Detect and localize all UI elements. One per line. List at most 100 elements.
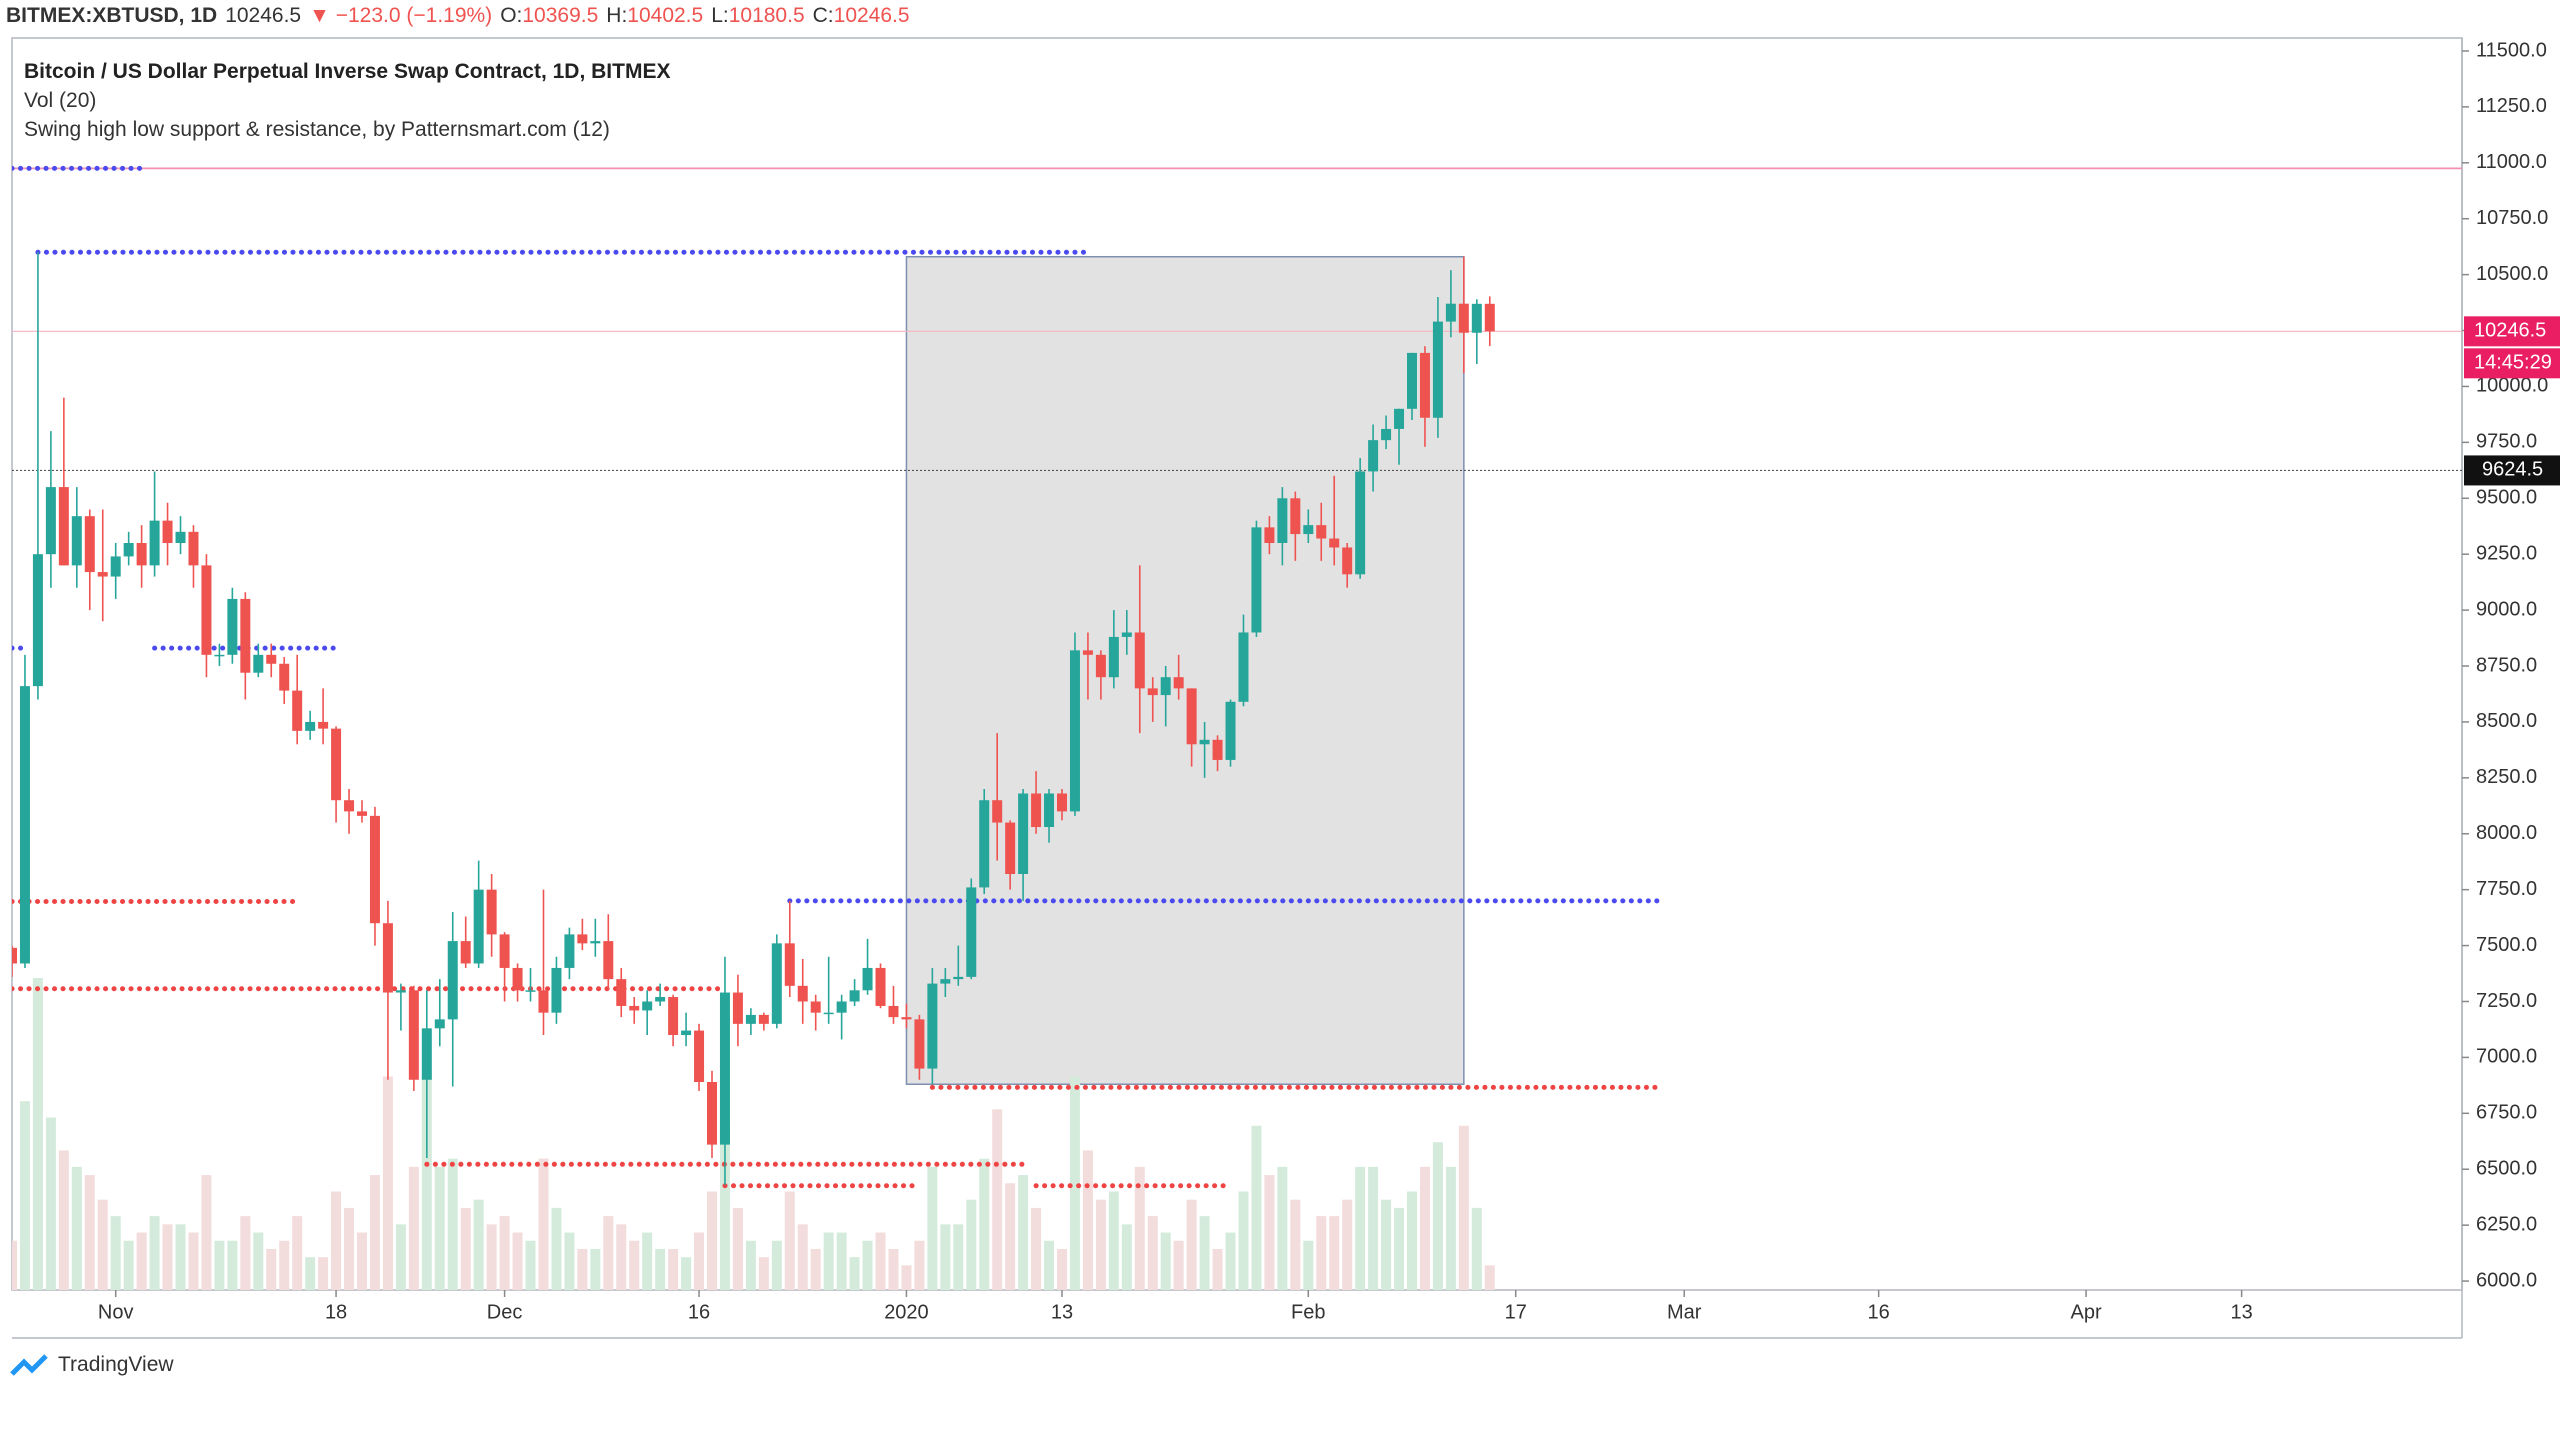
volume-bar [1082,1150,1093,1290]
volume-bar [1238,1191,1249,1290]
candle-body [1355,471,1366,575]
volume-bar [862,1240,873,1290]
candle-body [292,690,303,731]
candle-body [486,889,497,935]
volume-bar [888,1248,899,1290]
volume-bar [564,1232,575,1290]
candle-body [12,947,17,964]
volume-bar [940,1224,951,1290]
candle-body [1407,352,1417,409]
volume-bar [395,1224,406,1290]
volume-bar [188,1232,199,1290]
candle-body [1225,701,1236,760]
candle-body [240,598,251,673]
volume-bar [732,1207,743,1290]
volume-bar [110,1216,121,1290]
candle-body [992,800,1003,823]
candle-body [421,1028,432,1080]
volume-bar [875,1232,886,1290]
volume-bar [1432,1142,1443,1290]
candle-body [1290,498,1301,535]
candle-body [175,531,186,544]
volume-bar [123,1240,134,1290]
volume-bar [162,1224,173,1290]
volume-bar [32,978,43,1290]
candle-body [1005,822,1016,875]
candle-body [344,800,355,812]
y-tick-label: 6000.0 [2476,1269,2537,1291]
legend-indicator: Swing high low support & resistance, by … [24,118,610,141]
candle-body [1277,498,1288,544]
volume-bar [447,1158,458,1290]
x-tick-label: Nov [98,1301,134,1323]
volume-bar [45,1117,56,1290]
volume-bar [1303,1240,1314,1290]
brand[interactable]: TradingView [58,1353,174,1376]
y-tick-label: 6500.0 [2476,1158,2537,1180]
volume-bar [1069,1076,1080,1290]
candle-body [253,654,264,673]
candle-body [305,721,316,731]
h-label: H: [606,4,628,27]
candle-body [382,923,393,993]
volume-bar [1368,1166,1379,1290]
volume-bar [58,1150,69,1290]
candle-body [19,686,30,964]
volume-bar [525,1240,536,1290]
candle-body [1082,650,1093,655]
candle-body [460,941,471,964]
candle-body [32,554,43,687]
volume-bar [369,1175,380,1290]
volume-bar [408,1166,419,1290]
candle-body [694,1030,705,1083]
c-label: C: [812,4,834,27]
candle-body [1381,428,1392,441]
candle-body [719,992,730,1145]
candle-body [45,487,56,555]
candle-body [357,811,367,816]
crosshair-box [2464,455,2560,486]
candle-body [849,990,860,1002]
candle-body [1173,677,1184,689]
candle-body [434,1019,445,1029]
volume-bar [901,1265,912,1290]
candle-body [1018,793,1029,875]
change: ▼ −123.0 (−1.19%) [309,4,493,27]
candle-body [707,1082,717,1145]
volume-bar [1484,1265,1495,1290]
y-tick-label: 9500.0 [2476,487,2537,509]
candle-body [603,941,614,980]
candle-body [1394,408,1405,429]
volume-bar [719,1125,730,1290]
candle-body [408,990,419,1080]
volume-bar [1031,1207,1042,1290]
volume-bar [1173,1240,1184,1290]
candle-body [1160,677,1171,696]
y-tick-label: 10500.0 [2476,263,2548,285]
volume-bar [914,1240,925,1290]
y-tick-label: 6250.0 [2476,1213,2537,1235]
volume-bar [1329,1216,1340,1290]
volume-bar [603,1216,614,1290]
volume-bar [1199,1216,1210,1290]
candle-body [1069,650,1080,812]
y-tick-label: 6750.0 [2476,1102,2537,1124]
countdown: 14:45:29 [2474,352,2552,374]
y-tick-label: 11000.0 [2476,151,2547,173]
volume-bar [810,1248,821,1290]
candle-body [1238,632,1249,702]
candle-body [279,663,290,691]
candle-body [136,543,147,566]
candle-body [1147,688,1158,696]
candle-body [888,1005,899,1018]
candle-body [745,1014,756,1024]
volume-bar [1251,1125,1262,1290]
candle-body [1186,688,1197,745]
candle-body [1484,303,1495,332]
volume-bar [344,1207,355,1290]
volume-bar [1147,1216,1158,1290]
legend-vol: Vol (20) [24,89,97,112]
y-tick-label: 9750.0 [2476,431,2537,453]
volume-bar [331,1191,342,1290]
candle-body [1134,632,1145,689]
